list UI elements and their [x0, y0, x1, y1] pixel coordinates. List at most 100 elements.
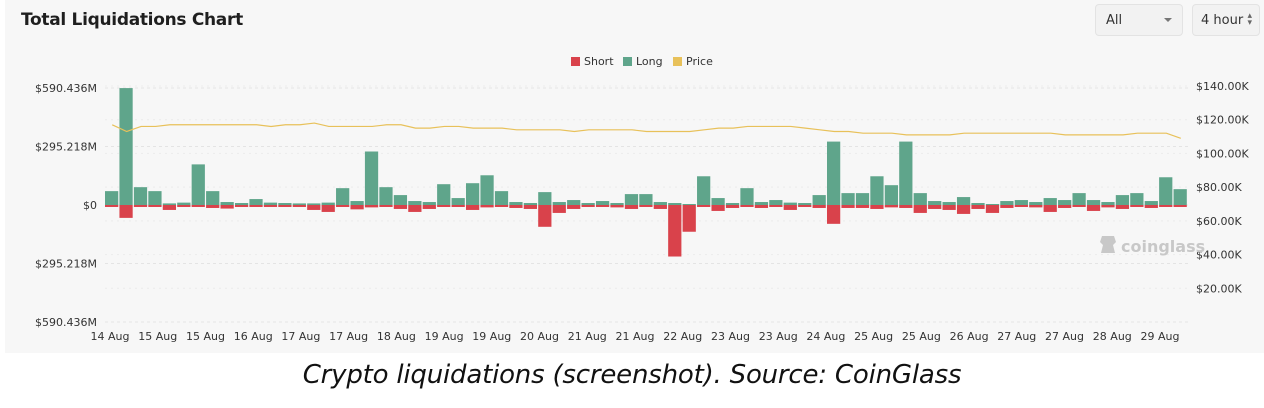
short-bar — [567, 205, 581, 209]
x-axis: 14 Aug 15 Aug 15 Aug 16 Aug 17 Aug 17 Aug 18 A… — [91, 330, 1180, 343]
x-tick-label: 19 Aug — [472, 330, 511, 343]
long-bar — [278, 203, 292, 205]
legend-swatch-short — [571, 57, 580, 66]
short-bar — [624, 205, 639, 209]
long-bar — [509, 202, 523, 205]
short-bar — [942, 205, 956, 210]
right-axis: $140.00K $120.00K $100.00K $80.00K $60.00K $4… — [1196, 80, 1249, 295]
long-bar — [552, 202, 566, 205]
long-bar — [697, 176, 711, 205]
long-bar — [364, 151, 379, 205]
long-bar — [292, 203, 306, 205]
legend-swatch-price — [673, 57, 682, 66]
short-bar — [1130, 205, 1144, 207]
long-bar — [1115, 195, 1130, 205]
long-bar — [538, 192, 552, 205]
short-bar — [740, 205, 754, 207]
long-bar — [350, 201, 364, 205]
short-bar — [393, 205, 408, 209]
long-bar — [321, 202, 335, 205]
short-bar — [292, 205, 306, 207]
short-bar — [350, 205, 364, 210]
interval-select-value: 4 hour — [1201, 12, 1244, 28]
watermark-text: coinglass — [1121, 237, 1205, 256]
page-title: Total Liquidations Chart — [21, 10, 243, 30]
long-bar — [985, 204, 1000, 205]
short-bar — [884, 205, 898, 208]
long-bar — [567, 200, 581, 205]
x-tick-label: 21 Aug — [568, 330, 607, 343]
long-bar — [754, 202, 769, 205]
x-tick-label: 27 Aug — [997, 330, 1036, 343]
x-tick-label: 23 Aug — [711, 330, 750, 343]
short-bar — [668, 205, 682, 257]
watermark: coinglass — [1100, 236, 1205, 256]
short-bar — [985, 205, 1000, 213]
long-bar — [913, 193, 927, 205]
short-bar — [379, 205, 393, 207]
short-bar — [769, 205, 783, 207]
short-bar — [162, 205, 176, 210]
long-bar — [1173, 189, 1187, 205]
x-tick-label: 26 Aug — [950, 330, 989, 343]
x-tick-label: 28 Aug — [1093, 330, 1132, 343]
long-bar — [942, 202, 956, 205]
liquidations-chart: $590.436M $295.218M $0 $295.218M $590.436M $… — [35, 55, 1249, 343]
left-axis: $590.436M $295.218M $0 $295.218M $590.436M — [35, 82, 97, 329]
short-bar — [148, 205, 162, 207]
long-bar — [148, 191, 162, 205]
long-bar — [1086, 200, 1101, 205]
short-bar — [234, 205, 249, 207]
long-bar — [899, 141, 913, 205]
long-bar — [971, 203, 985, 205]
long-bar — [956, 197, 971, 205]
short-bar — [610, 205, 624, 208]
short-bar — [206, 205, 220, 208]
short-bar — [1173, 205, 1187, 207]
long-bar — [812, 195, 826, 205]
y-right-tick-label: $120.00K — [1196, 114, 1249, 127]
short-bar — [249, 205, 263, 207]
long-bar — [523, 203, 537, 205]
y-left-tick-label: $295.218M — [35, 141, 97, 154]
short-bar — [321, 205, 335, 212]
long-bar — [162, 203, 176, 205]
legend-label-short: Short — [584, 55, 614, 68]
short-bars — [105, 205, 1187, 257]
short-bar — [697, 205, 711, 207]
short-bar — [263, 205, 278, 207]
y-right-tick-label: $40.00K — [1196, 249, 1242, 262]
long-bar — [1072, 193, 1086, 205]
interval-select[interactable]: 4 hour ▴ ▾ — [1192, 4, 1260, 36]
short-bar — [1000, 205, 1014, 208]
y-left-tick-label: $295.218M — [35, 258, 97, 271]
short-bar — [408, 205, 422, 212]
short-bar — [798, 205, 812, 207]
long-bar — [1043, 198, 1057, 205]
long-bar — [206, 191, 220, 205]
long-bar — [855, 193, 870, 205]
y-left-tick-label: $590.436M — [35, 82, 97, 95]
long-bar — [234, 203, 249, 205]
short-bar — [956, 205, 971, 214]
x-tick-label: 16 Aug — [234, 330, 273, 343]
short-bar — [754, 205, 769, 208]
range-select[interactable]: All — [1095, 4, 1183, 36]
legend-label-price: Price — [686, 55, 713, 68]
long-bar — [725, 203, 740, 205]
x-tick-label: 29 Aug — [1141, 330, 1180, 343]
x-tick-label: 17 Aug — [281, 330, 320, 343]
long-bar — [1058, 200, 1072, 205]
x-tick-label: 14 Aug — [91, 330, 130, 343]
long-bar — [870, 176, 884, 205]
short-bar — [1014, 205, 1028, 207]
short-bar — [105, 205, 119, 207]
x-tick-label: 25 Aug — [854, 330, 893, 343]
x-tick-label: 15 Aug — [138, 330, 177, 343]
y-right-tick-label: $100.00K — [1196, 147, 1249, 160]
short-bar — [509, 205, 523, 208]
short-bar — [364, 205, 379, 208]
long-bar — [1144, 201, 1158, 205]
x-tick-label: 17 Aug — [329, 330, 368, 343]
x-tick-label: 22 Aug — [663, 330, 702, 343]
